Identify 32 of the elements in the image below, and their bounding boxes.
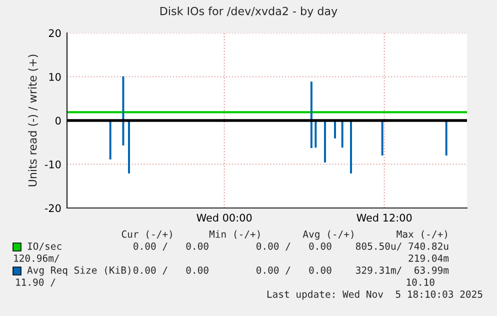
bar bbox=[310, 82, 312, 120]
legend-label: IO/sec bbox=[28, 242, 62, 251]
bar bbox=[334, 120, 336, 138]
y-axis-title: Units read (-) / write (+) bbox=[28, 54, 38, 186]
chart-title: Disk IOs for /dev/xvda2 - by day bbox=[160, 6, 338, 18]
y-tick-label: -10 bbox=[44, 160, 61, 168]
bar bbox=[122, 120, 124, 146]
y-tick-label: -20 bbox=[44, 204, 61, 212]
text: Cur (-/+) Min (-/+) Avg (-/+) Max (-/+) bbox=[122, 230, 447, 240]
text: 219.04m bbox=[408, 254, 449, 262]
bar bbox=[310, 120, 312, 148]
text: Last update: Wed Nov 5 18:10:03 2025 bbox=[267, 290, 482, 300]
bar bbox=[128, 120, 130, 174]
bar bbox=[109, 120, 112, 160]
x-tick-label: Wed 12:00 bbox=[356, 214, 412, 222]
bar bbox=[314, 120, 317, 148]
bar bbox=[341, 120, 344, 148]
y-tick-label: 10 bbox=[49, 72, 61, 81]
text: 10.10 bbox=[406, 278, 434, 286]
bar bbox=[381, 120, 384, 156]
bar bbox=[445, 120, 448, 156]
x-tick-label: Wed 00:00 bbox=[196, 214, 252, 222]
text: 0.00 / 0.00 0.00 / 0.00 805.50u/ 740.82u bbox=[134, 242, 448, 251]
text: 0.00 / 0.00 0.00 / 0.00 329.31m/ 63.99m bbox=[134, 266, 449, 275]
y-tick-label: 0 bbox=[56, 116, 61, 125]
bar bbox=[122, 76, 124, 120]
text: 120.96m/ bbox=[14, 254, 60, 263]
legend-label: Avg Req Size (KiB) bbox=[27, 266, 130, 276]
bar bbox=[324, 120, 326, 162]
text: 11.90 / bbox=[16, 278, 56, 287]
y-tick-label: 20 bbox=[48, 29, 61, 38]
bar bbox=[350, 120, 352, 174]
